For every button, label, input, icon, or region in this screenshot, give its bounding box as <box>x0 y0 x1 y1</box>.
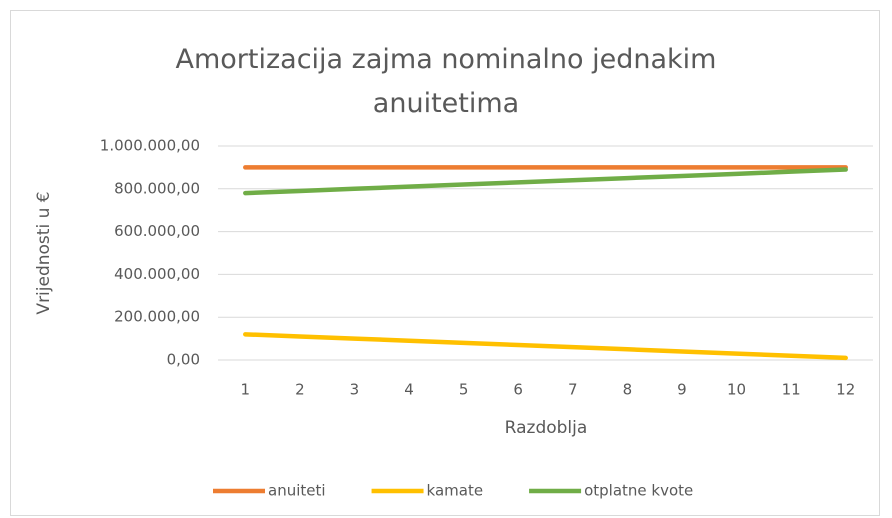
y-tick-label: 400.000,00 <box>114 265 200 283</box>
x-tick-label: 5 <box>459 381 469 399</box>
x-tick-label: 12 <box>836 381 855 399</box>
x-tick-label: 7 <box>568 381 578 399</box>
x-tick-label: 1 <box>241 381 251 399</box>
chart-border <box>10 10 880 516</box>
legend-label: kamate <box>427 482 484 500</box>
y-tick-label: 600.000,00 <box>114 222 200 240</box>
x-tick-label: 3 <box>350 381 360 399</box>
x-tick-label: 10 <box>727 381 746 399</box>
x-tick-label: 2 <box>295 381 305 399</box>
y-tick-label: 800.000,00 <box>114 179 200 197</box>
y-tick-label: 200.000,00 <box>114 308 200 326</box>
legend-label: otplatne kvote <box>584 482 693 500</box>
x-tick-label: 11 <box>782 381 801 399</box>
x-tick-label: 6 <box>513 381 523 399</box>
line-series <box>243 167 848 196</box>
x-axis-label: Razdoblja <box>505 418 588 438</box>
x-tick-label: 8 <box>623 381 633 399</box>
y-tick-label: 1.000.000,00 <box>100 137 200 155</box>
legend-label: anuiteti <box>268 482 326 500</box>
x-tick-label: 4 <box>404 381 414 399</box>
line-series <box>243 332 848 361</box>
x-tick-label: 9 <box>677 381 687 399</box>
chart-title: Amortizacija zajma nominalno jednakim an… <box>175 44 717 119</box>
y-axis-label: Vrijednosti u € <box>34 191 54 314</box>
y-tick-label: 0,00 <box>167 351 200 369</box>
